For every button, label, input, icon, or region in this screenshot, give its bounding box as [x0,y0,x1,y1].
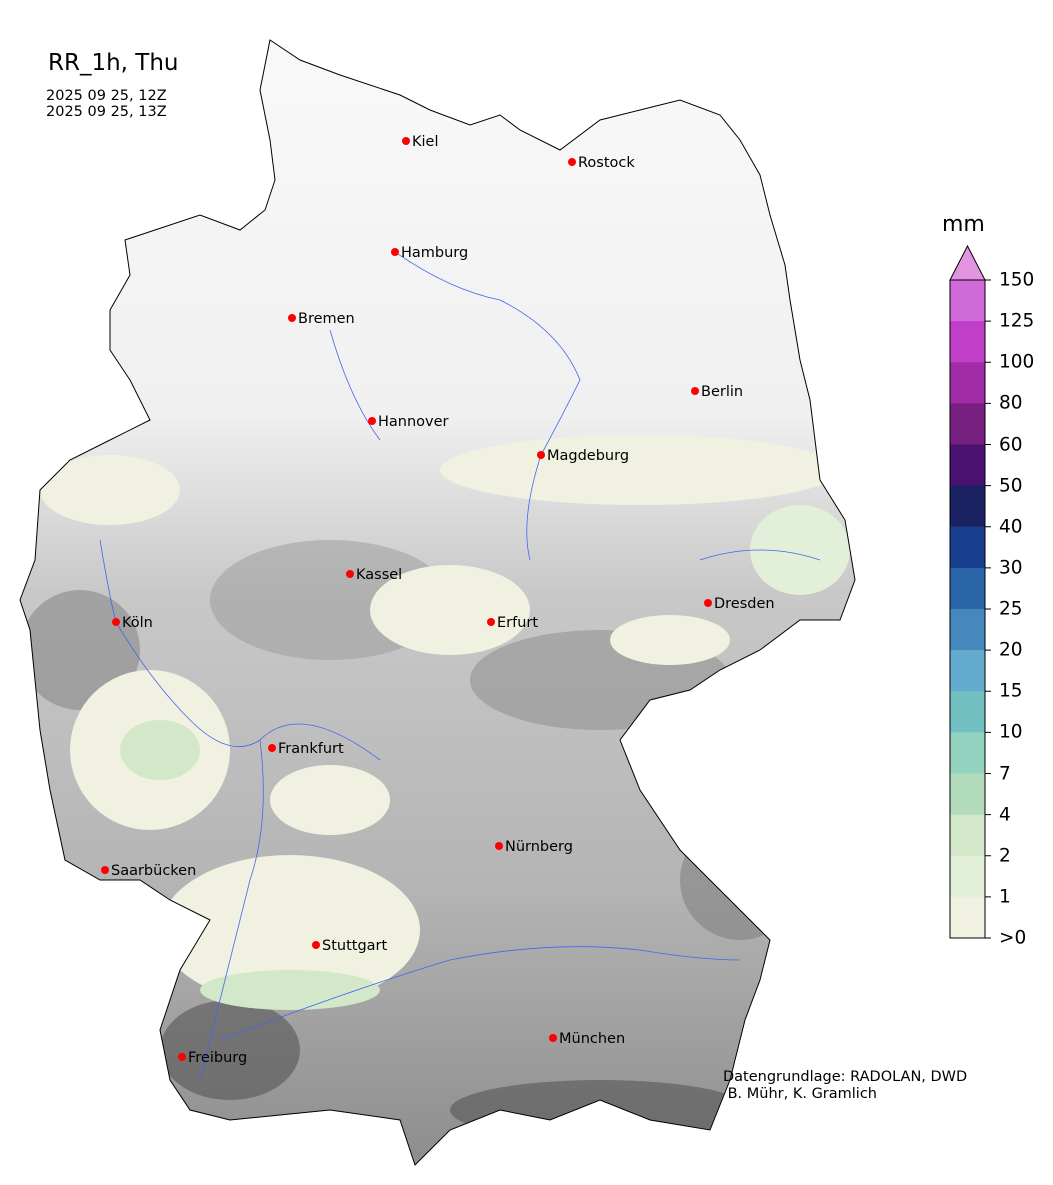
city-label: Hamburg [401,245,468,261]
city-bremen: Bremen [288,311,355,327]
colorbar-tick-label: 25 [999,598,1023,620]
colorbar-tick-label: 60 [999,434,1023,455]
city-marker [402,137,410,145]
colorbar-tick-label: 15 [999,680,1023,702]
city-kassel: Kassel [346,567,402,583]
city-marker [537,451,545,459]
valid-to: 2025 09 25, 13Z [46,104,167,120]
colorbar-tick-label: 7 [999,763,1011,784]
colorbar-tick-label: 80 [999,392,1023,414]
city-marker [549,1034,557,1042]
city-label: Köln [122,615,153,631]
city-label: Nürnberg [505,839,573,855]
colorbar-unit: mm [942,212,985,237]
city-marker [368,417,376,425]
city-marker [112,618,120,626]
colorbar-tick-label: 4 [999,804,1011,826]
colorbar-tick-label: 150 [999,269,1035,291]
colorbar-tick-label: 10 [999,721,1023,743]
city-marker [312,941,320,949]
city-marker [101,866,109,874]
city-marker [178,1053,186,1061]
city-label: Kiel [412,134,439,150]
city-hamburg: Hamburg [391,245,468,261]
city-nürnberg: Nürnberg [495,839,573,855]
city-marker [495,842,503,850]
rivers [99,251,821,1081]
city-label: Freiburg [188,1050,247,1066]
city-erfurt: Erfurt [487,615,538,631]
city-saarbücken: Saarbücken [101,863,196,879]
city-label: Bremen [298,311,355,327]
city-label: Stuttgart [322,938,388,954]
city-label: Berlin [701,384,743,400]
precip-layer [40,435,850,1010]
city-marker [487,618,495,626]
city-label: Magdeburg [547,448,629,464]
germany-border [19,39,856,1166]
colorbar-tick-label: 50 [999,475,1023,497]
city-marker [268,744,276,752]
colorbar-tick-label: 40 [999,516,1023,538]
colorbar-tick-label: 100 [999,351,1035,373]
colorbar-tick-label: 2 [999,845,1011,867]
city-marker [691,387,699,395]
city-münchen: München [549,1031,625,1047]
city-label: Frankfurt [278,741,344,757]
city-label: Rostock [578,155,635,171]
city-dresden: Dresden [704,596,775,612]
colorbar-tick-label: 30 [999,557,1023,579]
city-hannover: Hannover [368,414,449,430]
city-stuttgart: Stuttgart [312,938,388,954]
city-freiburg: Freiburg [178,1050,247,1066]
city-magdeburg: Magdeburg [537,448,629,464]
city-marker [704,599,712,607]
city-köln: Köln [112,615,153,631]
city-berlin: Berlin [691,384,743,400]
city-label: Hannover [378,414,449,430]
colorbar-tick-label: >0 [999,927,1027,949]
colorbar-tick-label: 125 [999,310,1035,332]
city-label: Dresden [714,596,775,612]
city-label: Kassel [356,567,402,583]
city-label: Erfurt [497,615,538,631]
city-marker [391,248,399,256]
city-rostock: Rostock [568,155,635,171]
credit: Datengrundlage: RADOLAN, DWD B. Mühr, K.… [723,1069,967,1103]
city-marker [568,158,576,166]
credit-source: Datengrundlage: RADOLAN, DWD [723,1069,968,1085]
city-marker [346,570,354,578]
city-kiel: Kiel [402,134,439,150]
city-marker [288,314,296,322]
map-title: RR_1h, Thu [48,50,179,76]
colorbar-tick-label: 20 [999,639,1023,661]
valid-from: 2025 09 25, 12Z [46,88,167,104]
city-label: München [559,1031,625,1047]
city-markers: Kiel Rostock Hamburg Bremen Berlin Hannover Ma… [101,134,775,1066]
city-label: Saarbücken [111,863,196,879]
credit-authors: B. Mühr, K. Gramlich [723,1086,877,1102]
colorbar-tick-label: 1 [999,886,1011,908]
city-frankfurt: Frankfurt [268,741,344,757]
